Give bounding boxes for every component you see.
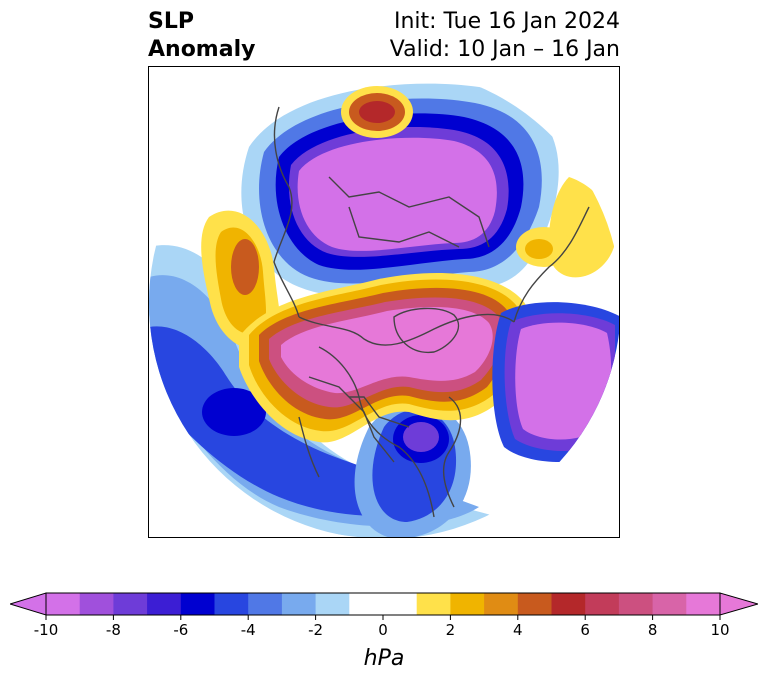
colorbar-tick-label: -10 [34, 621, 59, 639]
date-info: Init: Tue 16 Jan 2024 Valid: 10 Jan – 16… [390, 8, 620, 64]
colorbar-swatch [517, 593, 552, 615]
colorbar-swatch [618, 593, 654, 615]
negative-anomaly-north-atlantic-eurasia [241, 83, 559, 298]
colorbar-label: hPa [363, 646, 405, 671]
colorbar-tick-label: 10 [710, 621, 729, 639]
title-variable: SLP [148, 9, 194, 34]
colorbar-tick-label: -8 [106, 621, 121, 639]
colorbar-swatch [450, 593, 485, 615]
map-panel [148, 66, 620, 538]
colorbar-swatch [551, 593, 586, 615]
colorbar-swatch [248, 593, 283, 615]
colorbar-extend-max [719, 592, 758, 616]
colorbar-swatch [484, 593, 519, 615]
colorbar-swatch [46, 593, 81, 615]
colorbar-swatch [416, 593, 451, 615]
positive-anomaly-north-atlantic [492, 302, 619, 462]
colorbar-swatch [281, 593, 317, 615]
colorbar-swatch [79, 593, 114, 615]
positive-anomaly-siberia [516, 177, 615, 278]
colorbar-tick-label: -4 [241, 621, 256, 639]
colorbar-swatch [652, 593, 687, 615]
colorbar-swatch [686, 593, 721, 615]
map-title: SLP Anomaly [148, 8, 255, 64]
colorbar-swatch [147, 593, 182, 615]
positive-anomaly-arctic [239, 272, 532, 443]
colorbar-swatch [180, 593, 215, 615]
colorbar-tick-label: 4 [513, 621, 523, 639]
colorbar-extend-min [10, 592, 47, 616]
positive-anomaly-iceland [341, 86, 413, 138]
colorbar-tick-label: 8 [648, 621, 658, 639]
colorbar-swatch [383, 593, 418, 615]
colorbar-tick-label: 2 [446, 621, 456, 639]
polar-stereographic-map [149, 67, 619, 537]
colorbar-tick-label: -2 [308, 621, 323, 639]
init-date: Init: Tue 16 Jan 2024 [393, 9, 620, 34]
valid-range: Valid: 10 Jan – 16 Jan [389, 37, 620, 62]
title-anomaly: Anomaly [148, 37, 256, 62]
positive-anomaly-north-pacific [201, 210, 281, 350]
colorbar-swatch [214, 593, 249, 615]
colorbar-swatch [315, 593, 350, 615]
colorbar-tick-label: 0 [378, 621, 388, 639]
colorbar-swatch [113, 593, 148, 615]
colorbar-swatch [349, 593, 384, 615]
colorbar-swatch [585, 593, 620, 615]
colorbar-tick-label: 6 [580, 621, 590, 639]
colorbar: -10 -8 -6 -4 -2 0 2 4 6 8 10 [10, 592, 758, 639]
coastlines [273, 106, 590, 518]
colorbar-tick-label: -6 [173, 621, 188, 639]
